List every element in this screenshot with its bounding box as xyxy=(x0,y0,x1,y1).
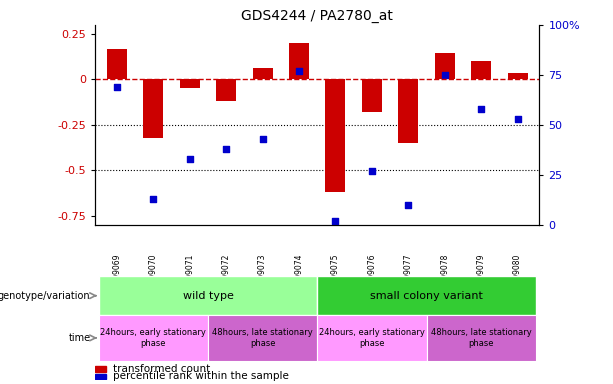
Point xyxy=(294,68,304,74)
Text: 24hours, early stationary
phase: 24hours, early stationary phase xyxy=(319,328,425,348)
Bar xyxy=(318,276,536,315)
Text: 48hours, late stationary
phase: 48hours, late stationary phase xyxy=(212,328,313,348)
Point xyxy=(185,156,195,162)
Text: GSM999076: GSM999076 xyxy=(367,253,376,300)
Bar xyxy=(95,366,106,372)
Point xyxy=(112,84,122,90)
Text: GSM999069: GSM999069 xyxy=(112,253,121,300)
Text: GSM999072: GSM999072 xyxy=(222,253,230,300)
Bar xyxy=(318,315,427,361)
Text: GSM999071: GSM999071 xyxy=(185,253,194,300)
Text: GSM999074: GSM999074 xyxy=(294,253,303,300)
Bar xyxy=(427,315,536,361)
Point xyxy=(512,116,522,122)
Text: GSM999075: GSM999075 xyxy=(331,253,340,300)
Bar xyxy=(289,43,309,79)
Point xyxy=(403,202,413,208)
Text: small colony variant: small colony variant xyxy=(370,291,483,301)
Bar xyxy=(107,48,127,79)
Text: wild type: wild type xyxy=(183,291,234,301)
Bar xyxy=(398,79,418,143)
Bar xyxy=(326,79,346,192)
Text: GSM999073: GSM999073 xyxy=(258,253,267,300)
Bar xyxy=(253,68,273,79)
Bar xyxy=(508,73,528,79)
Point xyxy=(440,72,449,78)
Text: genotype/variation: genotype/variation xyxy=(0,291,91,301)
Text: 24hours, early stationary
phase: 24hours, early stationary phase xyxy=(101,328,206,348)
Text: GSM999077: GSM999077 xyxy=(404,253,413,300)
Bar xyxy=(362,79,382,112)
Bar xyxy=(435,53,455,79)
Point xyxy=(257,136,267,142)
Text: percentile rank within the sample: percentile rank within the sample xyxy=(113,371,289,381)
Title: GDS4244 / PA2780_at: GDS4244 / PA2780_at xyxy=(242,8,393,23)
Text: GSM999070: GSM999070 xyxy=(149,253,158,300)
Bar xyxy=(180,79,200,88)
Bar xyxy=(99,315,208,361)
Point xyxy=(221,146,231,152)
Bar xyxy=(208,315,318,361)
Bar xyxy=(143,79,163,137)
Point xyxy=(148,195,158,202)
Point xyxy=(330,218,340,224)
Text: GSM999079: GSM999079 xyxy=(477,253,485,300)
Text: GSM999078: GSM999078 xyxy=(440,253,449,300)
Text: transformed count: transformed count xyxy=(113,364,210,374)
Point xyxy=(367,168,377,174)
Bar xyxy=(95,374,106,379)
Bar xyxy=(471,61,491,79)
Text: GSM999080: GSM999080 xyxy=(513,253,522,300)
Text: 48hours, late stationary
phase: 48hours, late stationary phase xyxy=(431,328,531,348)
Point xyxy=(476,106,486,112)
Text: time: time xyxy=(69,333,91,343)
Bar xyxy=(216,79,236,101)
Bar xyxy=(99,276,318,315)
